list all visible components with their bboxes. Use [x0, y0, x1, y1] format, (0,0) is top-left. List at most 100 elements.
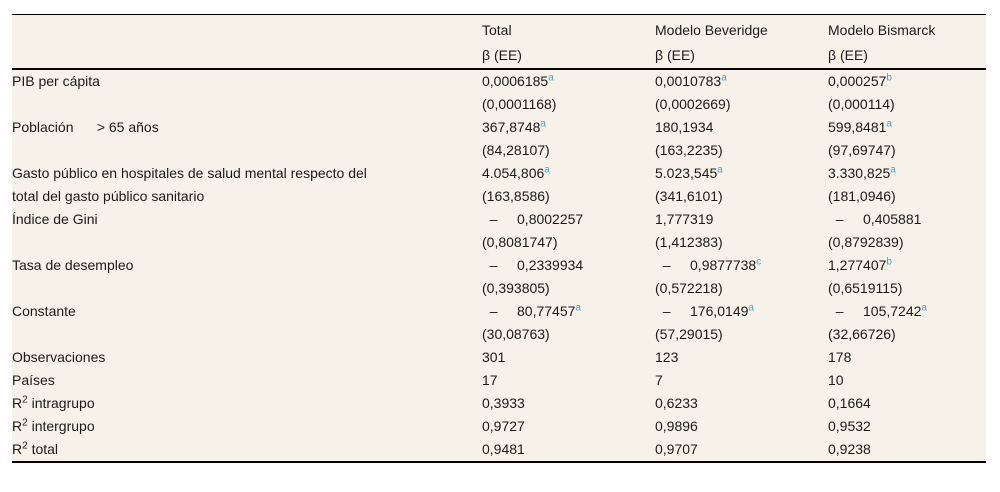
- squared-superscript: 2: [22, 394, 28, 406]
- stat-row: R2 total 0,9481 0,9707 0,9238: [12, 438, 986, 462]
- coefficient-cell: 0,0006185a: [482, 69, 655, 93]
- standard-error-cell: (0,393805): [482, 280, 550, 296]
- stat-value-cell: 0,6233: [655, 395, 698, 411]
- coefficient-cell: 0,000257b: [828, 69, 986, 93]
- row-label: Constante: [12, 303, 76, 319]
- column-title: Modelo Beveridge: [655, 22, 768, 38]
- regression-table-container: Total β (EE) Modelo Beveridge β (EE) Modelo …: [12, 14, 986, 463]
- coefficient-value: 0,000257: [828, 73, 887, 89]
- standard-error-cell: (32,66726): [828, 326, 896, 342]
- stat-row: Países 17 7 10: [12, 369, 986, 392]
- coefficient-value: – 105,7242: [828, 303, 922, 319]
- coefficient-cell: 599,8481a: [828, 116, 986, 139]
- column-title: Total: [482, 22, 512, 38]
- row-label: Países: [12, 372, 55, 388]
- standard-error-cell: (181,0946): [828, 188, 896, 204]
- variable-row: Gasto público en hospitales de salud men…: [12, 162, 986, 204]
- coefficient-cell: 180,1934: [655, 116, 828, 139]
- standard-error-cell: (97,69747): [828, 142, 896, 158]
- column-header: Modelo Bismarck β (EE): [828, 14, 986, 70]
- stat-value-cell: 0,1664: [828, 395, 871, 411]
- significance-superscript: a: [544, 164, 550, 176]
- stat-value-cell: 0,3933: [482, 395, 525, 411]
- standard-error-cell: (0,8081747): [482, 234, 558, 250]
- significance-superscript: b: [886, 72, 892, 84]
- coefficient-cell: 3.330,825a: [828, 162, 986, 185]
- coefficient-cell: 367,8748a: [482, 116, 655, 139]
- coefficient-value: 0,0010783: [655, 73, 722, 89]
- results-table: Total β (EE) Modelo Beveridge β (EE) Modelo …: [12, 14, 986, 463]
- header-row: Total β (EE) Modelo Beveridge β (EE) Modelo …: [12, 14, 986, 70]
- significance-superscript: a: [721, 72, 727, 84]
- column-subtitle: [12, 45, 482, 68]
- coefficient-cell: 4.054,806a: [482, 162, 655, 185]
- significance-superscript: a: [748, 302, 754, 314]
- coefficient-value: 180,1934: [655, 119, 714, 135]
- variable-row: Tasa de desempleo – 0,2339934 – 0,987773…: [12, 254, 986, 277]
- standard-error-row: (0,8081747) (1,412383) (0,8792839): [12, 231, 986, 254]
- column-title: [12, 15, 482, 45]
- coefficient-cell: – 0,405881: [828, 208, 986, 231]
- stat-row: R2 intragrupo 0,3933 0,6233 0,1664: [12, 392, 986, 415]
- coefficient-value: – 0,2339934: [482, 257, 584, 273]
- column-subtitle: β (EE): [828, 47, 868, 63]
- significance-superscript: a: [717, 164, 723, 176]
- standard-error-cell: (0,6519115): [828, 280, 903, 296]
- coefficient-cell: – 0,8002257: [482, 208, 655, 231]
- coefficient-value: – 0,9877738: [655, 257, 757, 273]
- coefficient-cell: – 105,7242a: [828, 300, 986, 323]
- significance-superscript: a: [890, 164, 896, 176]
- column-subtitle: β (EE): [655, 47, 695, 63]
- row-label: PIB per cápita: [12, 73, 100, 89]
- coefficient-value: 5.023,545: [655, 165, 718, 181]
- coefficient-cell: – 0,2339934: [482, 254, 655, 277]
- variable-row: PIB per cápita 0,0006185a 0,0010783a 0,0002…: [12, 69, 986, 93]
- column-subtitle: β (EE): [482, 47, 522, 63]
- stat-value-cell: 0,9727: [482, 418, 525, 434]
- stat-value-cell: 0,9532: [828, 418, 871, 434]
- coefficient-cell: 1,277407b: [828, 254, 986, 277]
- coefficient-value: – 0,8002257: [482, 211, 584, 227]
- standard-error-cell: (0,0001168): [482, 96, 557, 112]
- column-header: Modelo Beveridge β (EE): [655, 14, 828, 70]
- row-label: Tasa de desempleo: [12, 257, 134, 273]
- standard-error-cell: (30,08763): [482, 326, 550, 342]
- coefficient-value: 599,8481: [828, 119, 887, 135]
- column-title: Modelo Bismarck: [828, 22, 936, 38]
- significance-superscript: a: [548, 72, 554, 84]
- standard-error-cell: (163,2235): [655, 142, 723, 158]
- squared-superscript: 2: [22, 440, 28, 452]
- stat-value-cell: 178: [828, 349, 852, 365]
- coefficient-value: 0,0006185: [482, 73, 549, 89]
- coefficient-cell: 1,777319: [655, 208, 828, 231]
- standard-error-row: (163,8586) (341,6101) (181,0946): [12, 185, 986, 208]
- row-label: R2 intergrupo: [12, 417, 95, 434]
- row-label: Índice de Gini: [12, 211, 98, 227]
- row-label: Observaciones: [12, 349, 106, 365]
- table-header: Total β (EE) Modelo Beveridge β (EE) Modelo …: [12, 14, 986, 70]
- standard-error-cell: (163,8586): [482, 188, 550, 204]
- standard-error-cell: (84,28107): [482, 142, 550, 158]
- stat-value-cell: 301: [482, 349, 506, 365]
- standard-error-row: (0,0001168) (0,0002669) (0,000114): [12, 93, 986, 116]
- standard-error-cell: (0,8792839): [828, 234, 904, 250]
- coefficient-value: 4.054,806: [482, 165, 545, 181]
- coefficient-value: – 176,0149: [655, 303, 749, 319]
- standard-error-cell: (57,29015): [655, 326, 723, 342]
- stat-row: R2 intergrupo 0,9727 0,9896 0,9532: [12, 415, 986, 438]
- stat-value-cell: 0,9707: [655, 441, 698, 457]
- row-label: Población > 65 años: [12, 119, 159, 135]
- significance-superscript: c: [756, 256, 762, 268]
- column-header: Total β (EE): [482, 14, 655, 70]
- table-body: PIB per cápita 0,0006185a 0,0010783a 0,0002…: [12, 69, 986, 462]
- stat-value-cell: 123: [655, 349, 679, 365]
- stat-value-cell: 17: [482, 372, 498, 388]
- coefficient-cell: 0,0010783a: [655, 69, 828, 93]
- significance-superscript: a: [886, 118, 892, 130]
- coefficient-cell: 5.023,545a: [655, 162, 828, 185]
- significance-superscript: a: [921, 302, 927, 314]
- stat-row: Observaciones 301 123 178: [12, 346, 986, 369]
- coefficient-value: 1,777319: [655, 211, 714, 227]
- standard-error-cell: (0,0002669): [655, 96, 731, 112]
- coefficient-cell: – 0,9877738c: [655, 254, 828, 277]
